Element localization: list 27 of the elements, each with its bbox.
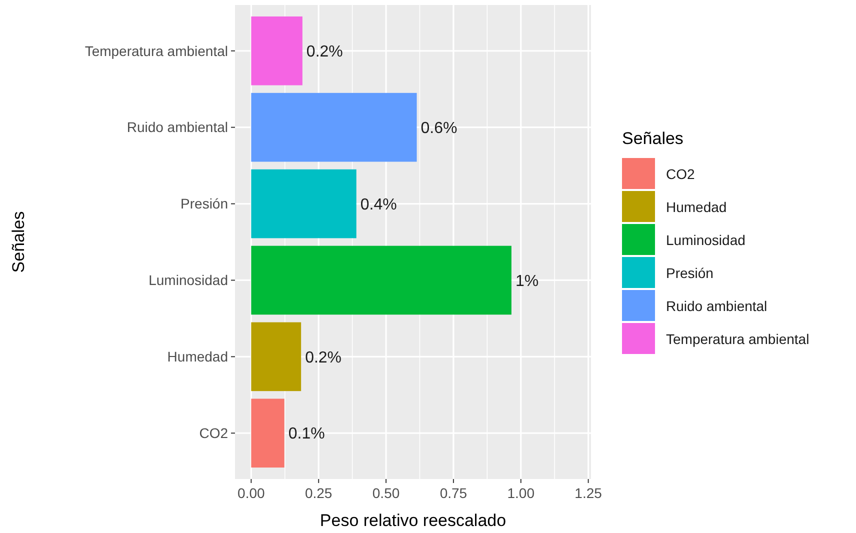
- y-tick-label: Ruido ambiental: [126, 119, 228, 136]
- data-label: 0.1%: [288, 426, 325, 443]
- y-tick-label: Presión: [180, 196, 228, 212]
- data-label: 0.4%: [360, 196, 397, 214]
- x-tick-label: 1.25: [574, 485, 602, 501]
- x-tick-label: 1.00: [507, 485, 535, 501]
- data-label: 0.2%: [306, 43, 343, 60]
- data-label: 1%: [515, 272, 539, 290]
- x-axis-title: Peso relativo reescalado: [320, 511, 506, 530]
- legend-label: Luminosidad: [666, 232, 746, 248]
- legend-label: Temperatura ambiental: [666, 330, 810, 347]
- legend-label: Presión: [666, 264, 714, 281]
- legend-label: Humedad: [666, 198, 727, 215]
- x-tick-label: 0.50: [372, 485, 400, 501]
- legend-label: Ruido ambiental: [666, 298, 768, 314]
- y-axis-title: Señales: [9, 211, 28, 273]
- x-tick-label: 0.25: [304, 485, 332, 501]
- y-tick-label: CO2: [199, 425, 228, 442]
- y-tick-label: Luminosidad: [148, 272, 228, 288]
- x-tick-label: 0.00: [238, 485, 266, 501]
- legend-label: CO2: [666, 166, 695, 182]
- y-tick-label: Humedad: [167, 348, 228, 365]
- data-label: 0.6%: [420, 120, 458, 137]
- x-tick-label: 0.75: [440, 485, 468, 501]
- data-label: 0.2%: [305, 349, 342, 366]
- y-tick-label: Temperatura ambiental: [84, 42, 228, 59]
- legend-title: Señales: [622, 129, 684, 148]
